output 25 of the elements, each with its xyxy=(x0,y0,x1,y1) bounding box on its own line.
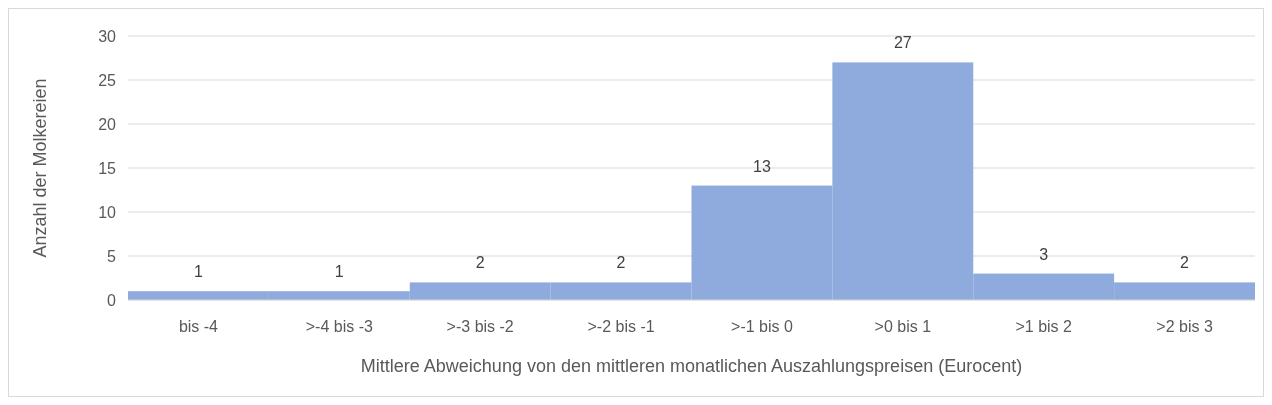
x-tick-label: >-1 bis 0 xyxy=(731,318,793,335)
x-axis-title: Mittlere Abweichung von den mittleren monatlichen Auszahlungspreisen (Eurocent) xyxy=(360,356,1023,376)
x-tick-label: >-2 bis -1 xyxy=(587,318,655,335)
y-tick-label: 5 xyxy=(107,247,117,265)
x-tick-label: >-3 bis -2 xyxy=(446,318,514,335)
data-label: 27 xyxy=(893,34,912,52)
y-tick-label: 25 xyxy=(98,71,117,89)
y-tick-label: 30 xyxy=(98,27,117,45)
x-tick-label: >-4 bis -3 xyxy=(305,318,373,335)
x-tick-label: >1 bis 2 xyxy=(1015,318,1073,335)
y-tick-label: 10 xyxy=(98,203,117,221)
y-tick-label: 0 xyxy=(107,291,117,309)
x-tick-label: bis -4 xyxy=(178,318,219,335)
y-tick-label: 20 xyxy=(98,115,117,133)
x-tick-label: >2 bis 3 xyxy=(1156,318,1213,335)
y-tick-label: 15 xyxy=(98,159,117,177)
data-label: 2 xyxy=(616,254,626,272)
data-label: 2 xyxy=(1180,254,1190,272)
data-label: 13 xyxy=(753,157,771,175)
data-label: 1 xyxy=(334,263,344,281)
x-tick-label: >0 bis 1 xyxy=(874,318,932,335)
data-label: 1 xyxy=(193,263,203,281)
data-label: 3 xyxy=(1039,245,1049,263)
data-label: 2 xyxy=(475,254,485,272)
y-axis-title: Anzahl der Molkereien xyxy=(30,78,50,258)
